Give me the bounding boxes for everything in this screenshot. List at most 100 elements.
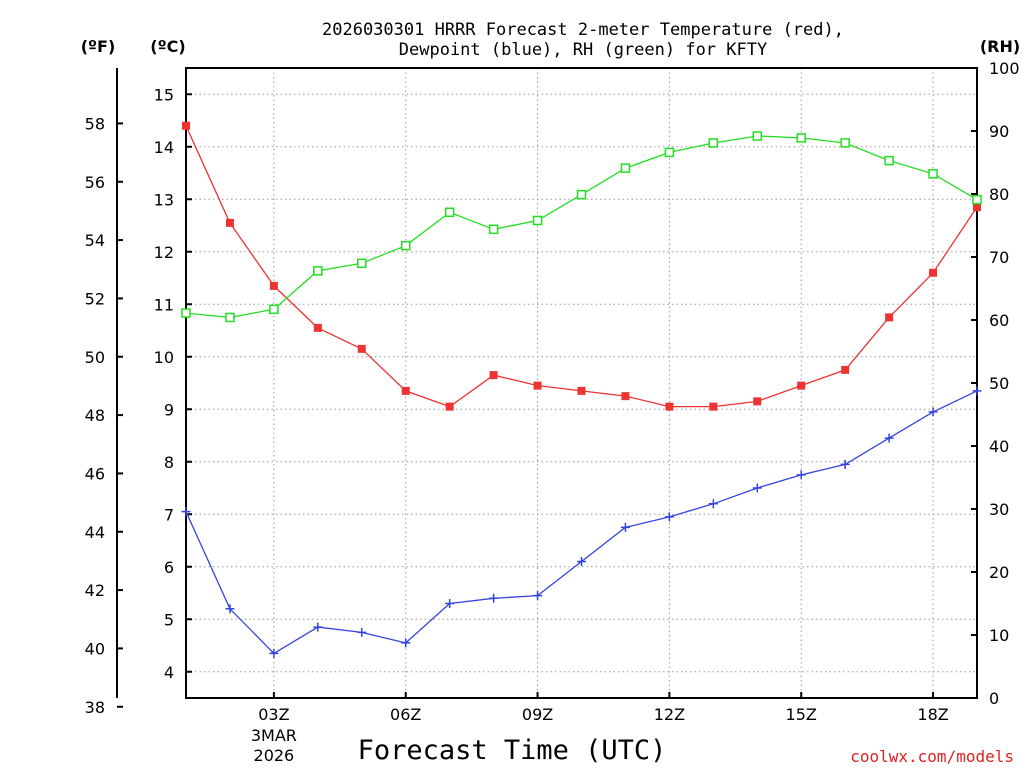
x-tick-label: 15Z [786, 705, 817, 724]
dewpoint-point [752, 483, 762, 493]
date-label: 3MAR [251, 726, 297, 745]
fahrenheit-tick-label: 54 [85, 231, 105, 250]
rh-tick-label: 10 [989, 626, 1009, 645]
chart-title-line-2: Dewpoint (blue), RH (green) for KFTY [399, 40, 767, 60]
rh-point [357, 258, 367, 269]
dewpoint-point [401, 638, 411, 648]
rh-point [576, 189, 587, 200]
temperature-point [709, 402, 718, 411]
temperature-point [797, 381, 806, 390]
temperature-point [445, 402, 454, 411]
dewpoint-point [840, 459, 850, 469]
dewpoint-point [181, 507, 191, 517]
x-tick-label: 06Z [390, 705, 421, 724]
series-line-rh [185, 135, 978, 319]
rh-tick-label: 90 [989, 122, 1009, 141]
x-tick-label: 09Z [522, 705, 553, 724]
rh-point [884, 155, 894, 166]
temperature-point [885, 313, 894, 322]
x-axis-label: Forecast Time (UTC) [358, 735, 667, 766]
celsius-tick-label: 7 [164, 505, 174, 524]
fahrenheit-tick-label: 56 [85, 173, 105, 192]
celsius-tick-label: 4 [164, 663, 174, 682]
celsius-tick-label: 5 [164, 610, 174, 629]
fahrenheit-unit-label: (ºF) [81, 37, 116, 56]
fahrenheit-tick-label: 50 [85, 348, 105, 367]
rh-point [444, 207, 455, 218]
dewpoint-point [928, 407, 938, 417]
date-label: 2026 [254, 746, 295, 765]
fahrenheit-tick-label: 52 [85, 289, 105, 308]
rh-tick-label: 40 [989, 437, 1009, 456]
dewpoint-point [225, 604, 235, 614]
rh-point [269, 304, 279, 315]
fahrenheit-tick-label: 40 [85, 639, 105, 658]
x-tick-label: 03Z [258, 705, 289, 724]
temperature-point [973, 203, 981, 212]
rh-tick-label: 60 [989, 311, 1009, 330]
fahrenheit-tick-label: 38 [85, 698, 105, 717]
celsius-tick-label: 10 [154, 348, 174, 367]
rh-tick-label: 20 [989, 563, 1009, 582]
temperature-point [357, 344, 366, 353]
plot-frame [185, 67, 978, 699]
chart-title-line-1: 2026030301 HRRR Forecast 2-meter Tempera… [322, 20, 844, 40]
rh-point [620, 163, 631, 173]
fahrenheit-tick-label: 44 [85, 523, 105, 542]
rh-point [488, 224, 499, 235]
rh-tick-label: 0 [989, 689, 999, 708]
celsius-tick-label: 8 [164, 453, 174, 472]
celsius-tick-label: 9 [164, 400, 174, 419]
fahrenheit-tick-label: 58 [85, 114, 105, 133]
temperature-point [841, 365, 850, 374]
temperature-point [533, 381, 542, 390]
dewpoint-point [796, 470, 806, 480]
dewpoint-point [533, 591, 543, 601]
celsius-tick-label: 12 [154, 243, 174, 262]
axes: 3840424446485052545658456789101112131415… [85, 59, 1020, 765]
temperature-point [577, 386, 586, 395]
temperature-point [489, 371, 498, 380]
dewpoint-point [269, 648, 279, 658]
source-credit[interactable]: coolwx.com/models [850, 747, 1014, 766]
rh-point [972, 194, 982, 205]
rh-tick-label: 50 [989, 374, 1009, 393]
dewpoint-point [313, 622, 323, 632]
fahrenheit-tick-label: 48 [85, 406, 105, 425]
celsius-tick-label: 6 [164, 558, 174, 577]
dewpoint-point [489, 593, 499, 603]
rh-point [181, 308, 191, 318]
dewpoint-point [445, 599, 455, 608]
series-line-dewpoint [185, 390, 978, 655]
fahrenheit-tick-label: 46 [85, 464, 105, 483]
rh-tick-label: 80 [989, 185, 1009, 204]
rh-point [752, 131, 763, 141]
x-tick-label: 12Z [654, 705, 685, 724]
series-line-temperature [185, 125, 978, 408]
rh-point [225, 312, 235, 323]
rh-tick-label: 100 [989, 59, 1020, 78]
dewpoint-point [884, 433, 894, 443]
temperature-point [929, 268, 938, 277]
temperature-point [401, 386, 410, 395]
dewpoint-point [664, 512, 674, 522]
dewpoint-point [620, 522, 630, 532]
celsius-tick-label: 13 [154, 190, 174, 209]
temperature-point [665, 402, 674, 411]
rh-point [664, 147, 675, 158]
celsius-tick-label: 11 [154, 295, 174, 314]
temperature-point [182, 121, 190, 130]
temperature-point [621, 392, 630, 401]
rh-tick-label: 70 [989, 248, 1009, 267]
dewpoint-point [357, 627, 367, 637]
rh-point [840, 138, 850, 148]
temperature-point [225, 218, 234, 227]
temperature-point [753, 397, 762, 406]
rh-point [532, 215, 543, 226]
rh-tick-label: 30 [989, 500, 1009, 519]
dewpoint-point [972, 386, 982, 396]
data-series [181, 121, 982, 658]
temperature-point [313, 323, 322, 332]
celsius-tick-label: 15 [154, 85, 174, 104]
